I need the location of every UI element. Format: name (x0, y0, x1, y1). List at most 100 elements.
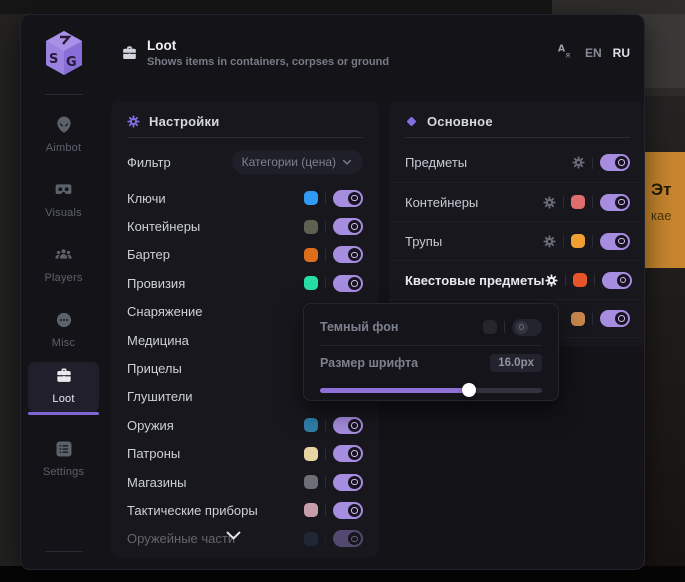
toggle-switch[interactable] (601, 271, 632, 289)
color-swatch[interactable] (304, 219, 318, 234)
language-switcher: A я EN RU (557, 42, 630, 64)
chevron-down-icon (341, 156, 353, 168)
settings-item-label: Глушители (127, 389, 193, 405)
lang-button-en[interactable]: EN (584, 46, 602, 60)
divider (405, 137, 630, 138)
settings-item-row: Оружейные части (127, 525, 363, 553)
settings-item-label: Контейнеры (127, 219, 201, 235)
app-logo-cube-icon: S G (21, 29, 106, 84)
settings-item-label: Медицина (127, 332, 189, 348)
item-gear-icon[interactable] (543, 195, 556, 209)
toggle-knob (348, 220, 361, 234)
sidebar-item-aimbot[interactable]: Aimbot (28, 111, 99, 159)
sidebar-item-players[interactable]: Players (28, 241, 99, 289)
misc-dots-icon (28, 310, 99, 334)
toggle-knob (348, 503, 361, 517)
color-swatch[interactable] (304, 446, 318, 461)
sidebar-item-label: Visuals (45, 207, 82, 219)
color-swatch[interactable] (483, 320, 497, 334)
filter-label: Фильтр (127, 154, 171, 170)
separator (592, 235, 593, 247)
toggle-switch[interactable] (333, 274, 363, 292)
toggle-switch[interactable] (333, 189, 363, 207)
settings-item-row: Бартер (127, 241, 363, 269)
settings-panel: Настройки Фильтр Категории (цена) Ключи К… (111, 101, 379, 557)
toggle-switch[interactable] (600, 310, 630, 327)
game-tooltip-text: кае (651, 208, 672, 223)
scroll-down-chevron-icon[interactable] (224, 526, 243, 550)
backdrop-top-strip (0, 0, 685, 14)
color-swatch[interactable] (571, 234, 585, 248)
separator (325, 192, 326, 205)
main-area: Loot Shows items in containers, corpses … (106, 15, 644, 569)
toggle-knob (615, 312, 628, 325)
toggle-knob (348, 418, 361, 432)
main-item-row: Предметы (389, 143, 644, 182)
toggle-knob (348, 475, 361, 489)
font-size-slider[interactable] (320, 383, 542, 397)
sidebar-item-misc[interactable]: Misc (28, 306, 99, 354)
toggle-switch[interactable] (600, 193, 630, 211)
sidebar-item-label: Loot (52, 393, 75, 405)
settings-item-label: Бартер (127, 247, 170, 263)
item-gear-icon[interactable] (572, 156, 585, 169)
separator (592, 156, 593, 169)
color-swatch[interactable] (571, 311, 585, 326)
color-swatch[interactable] (304, 276, 318, 291)
color-swatch[interactable] (572, 273, 587, 287)
translate-icon: A я (557, 42, 574, 64)
separator (592, 312, 593, 325)
settings-item-label: Оружейные части (127, 531, 236, 547)
color-swatch[interactable] (304, 191, 318, 206)
toggle-switch[interactable] (333, 246, 363, 264)
color-swatch[interactable] (304, 531, 318, 546)
sidebar-item-settings[interactable]: Settings (28, 435, 99, 483)
color-swatch[interactable] (304, 475, 318, 490)
main-item-label: Трупы (405, 233, 443, 249)
dark-background-toggle[interactable] (512, 318, 542, 336)
briefcase-icon (28, 366, 99, 390)
toggle-switch[interactable] (333, 501, 363, 519)
filter-dropdown[interactable]: Категории (цена) (231, 150, 363, 174)
font-size-value: 16.0px (490, 354, 542, 372)
toggle-knob (348, 248, 361, 262)
color-swatch[interactable] (304, 503, 318, 518)
settings-panel-title: Настройки (149, 114, 220, 129)
toggle-switch[interactable] (333, 445, 363, 463)
settings-item-row: Прицелы (127, 354, 363, 382)
toggle-switch[interactable] (333, 416, 363, 434)
settings-item-row: Магазины (127, 468, 363, 496)
toggle-switch[interactable] (333, 473, 363, 491)
toggle-switch[interactable] (600, 232, 630, 250)
sidebar-item-label: Settings (42, 466, 85, 478)
game-tooltip-fragment: Эт кае (645, 152, 685, 268)
backdrop-bottom-strip (0, 566, 685, 582)
toggle-knob (615, 234, 628, 248)
separator (325, 419, 326, 432)
slider-thumb[interactable] (461, 383, 476, 397)
color-swatch[interactable] (304, 418, 318, 433)
item-gear-icon[interactable] (543, 234, 556, 248)
toggle-switch[interactable] (600, 154, 630, 171)
filter-dropdown-value: Категории (цена) (241, 155, 336, 169)
svg-text:A: A (558, 43, 566, 54)
divider (320, 345, 542, 346)
sidebar-item-visuals[interactable]: Visuals (28, 176, 99, 224)
color-swatch[interactable] (304, 247, 318, 262)
separator (592, 196, 593, 208)
settings-item-label: Магазины (127, 474, 187, 490)
page-subtitle: Shows items in containers, corpses or gr… (147, 56, 390, 68)
sidebar-item-loot[interactable]: Loot (28, 362, 99, 415)
settings-item-label: Провизия (127, 275, 186, 291)
slider-fill (320, 388, 469, 393)
settings-item-row: Оружия (127, 411, 363, 439)
item-gear-icon[interactable] (544, 273, 558, 287)
color-swatch[interactable] (571, 195, 585, 209)
lang-button-ru[interactable]: RU (612, 46, 630, 60)
toggle-switch[interactable] (333, 530, 363, 548)
separator (563, 235, 564, 247)
toggle-switch[interactable] (333, 218, 363, 236)
app-window: S G Aimbot Visuals Players Misc Loot Settings… (20, 14, 645, 570)
separator (593, 274, 595, 286)
gear-icon (127, 115, 140, 128)
